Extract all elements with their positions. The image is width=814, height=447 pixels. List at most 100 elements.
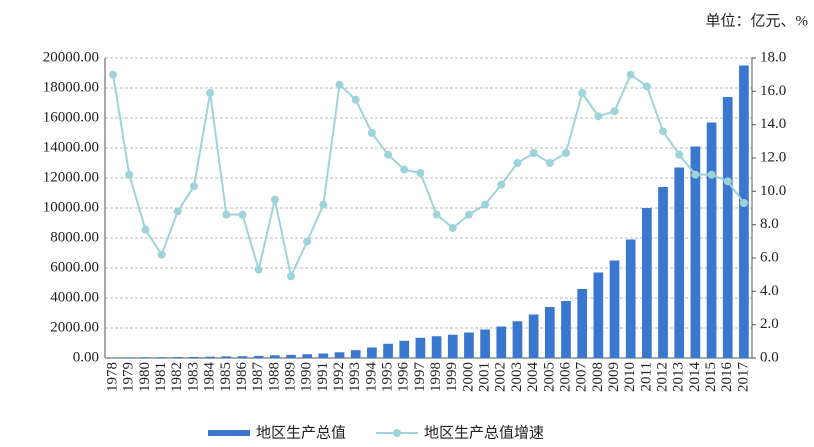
bar	[383, 343, 393, 358]
line-marker	[432, 210, 441, 219]
legend-swatch	[208, 430, 250, 436]
x-tick-label: 1983	[185, 362, 201, 392]
x-tick-label: 1984	[202, 362, 218, 393]
legend-label: 地区生产总值增速	[424, 424, 544, 441]
bar	[544, 307, 555, 358]
x-tick-label: 1992	[331, 362, 347, 392]
line-marker	[610, 107, 619, 116]
x-tick-label: 2013	[671, 362, 687, 392]
line-marker	[448, 224, 457, 232]
bar	[302, 354, 313, 358]
y-tick-label: 0.00	[73, 349, 99, 365]
line-marker	[481, 200, 490, 209]
bar	[642, 208, 652, 358]
bar	[205, 356, 215, 358]
bar	[722, 97, 733, 358]
x-tick-label: 1996	[396, 362, 412, 393]
x-tick-label: 1981	[153, 362, 169, 392]
x-tick-label: 1978	[105, 362, 121, 392]
line-marker	[319, 200, 328, 209]
line-marker	[125, 170, 134, 179]
line-marker	[594, 112, 603, 121]
line-marker	[497, 180, 506, 189]
line-marker	[254, 265, 263, 274]
unit-label: 单位：亿元、%	[706, 12, 809, 29]
bar	[658, 187, 668, 358]
y-tick-label: 6000.00	[50, 259, 99, 275]
x-tick-label: 2007	[574, 362, 590, 393]
x-tick-label: 1982	[169, 362, 185, 392]
line-marker	[335, 80, 344, 89]
x-tick-label: 2005	[541, 362, 557, 392]
x-tick-label: 1999	[444, 362, 460, 392]
line-marker	[545, 159, 554, 167]
line-marker	[270, 195, 279, 204]
bar	[625, 239, 636, 358]
x-tick-label: 2004	[525, 362, 541, 393]
bar	[253, 355, 264, 358]
y-tick-label: 2000.00	[50, 319, 99, 335]
bar	[140, 357, 151, 358]
line-marker	[691, 170, 700, 179]
x-tick-label: 2015	[703, 362, 719, 392]
y-tick-label: 12000.00	[43, 169, 99, 185]
x-tick-label: 2017	[735, 362, 751, 393]
y-tick-label: 14000.00	[43, 139, 99, 155]
line-marker	[578, 89, 587, 97]
x-tick-label: 1979	[121, 362, 137, 392]
bar	[108, 357, 118, 358]
bar	[431, 336, 442, 358]
line-marker	[675, 150, 684, 159]
y-tick-label: 8000.00	[50, 229, 99, 245]
bar	[367, 347, 377, 358]
x-tick-label: 1998	[428, 362, 444, 392]
line	[112, 73, 745, 280]
bar	[496, 326, 507, 358]
bar	[464, 332, 474, 358]
y2-tick-label: 12.0	[760, 149, 786, 165]
y-tick-label: 16000.00	[43, 109, 99, 125]
bar	[318, 353, 329, 358]
x-tick-label: 1993	[347, 362, 363, 392]
x-tick-label: 2000	[460, 362, 476, 392]
x-tick-label: 2016	[719, 362, 735, 393]
bar	[577, 289, 588, 358]
line-marker	[157, 250, 166, 259]
line-marker	[416, 169, 425, 177]
y2-tick-label: 14.0	[760, 116, 786, 132]
line-marker	[141, 225, 150, 234]
line-marker	[659, 127, 668, 136]
x-tick-label: 1986	[234, 362, 250, 393]
bar	[221, 356, 232, 358]
x-tick-label: 2011	[638, 362, 654, 391]
line-marker	[351, 95, 360, 104]
bar	[674, 167, 685, 358]
x-tick-label: 2014	[687, 362, 703, 393]
x-tick-label: 1987	[250, 362, 266, 393]
line-marker	[384, 150, 393, 159]
bar	[739, 65, 749, 358]
y2-tick-label: 6.0	[760, 249, 779, 265]
x-tick-label: 2003	[509, 362, 525, 392]
bar	[593, 272, 604, 358]
line-marker	[561, 149, 570, 157]
line-marker	[642, 82, 651, 91]
line-marker	[626, 70, 635, 79]
line-marker	[303, 237, 312, 246]
y-tick-label: 20000.00	[43, 49, 99, 65]
x-tick-label: 1995	[380, 362, 396, 392]
y-tick-label: 10000.00	[43, 199, 99, 215]
bar	[480, 329, 490, 358]
bar	[561, 301, 571, 358]
bar	[237, 356, 248, 358]
legend-label: 地区生产总值	[256, 424, 346, 441]
bar	[690, 146, 701, 358]
x-tick-label: 1985	[218, 362, 234, 392]
line-marker	[367, 129, 376, 137]
bar	[286, 354, 296, 358]
x-tick-label: 1988	[266, 362, 282, 392]
line-marker	[109, 70, 118, 79]
bar	[334, 352, 345, 358]
x-tick-label: 2009	[606, 362, 622, 392]
